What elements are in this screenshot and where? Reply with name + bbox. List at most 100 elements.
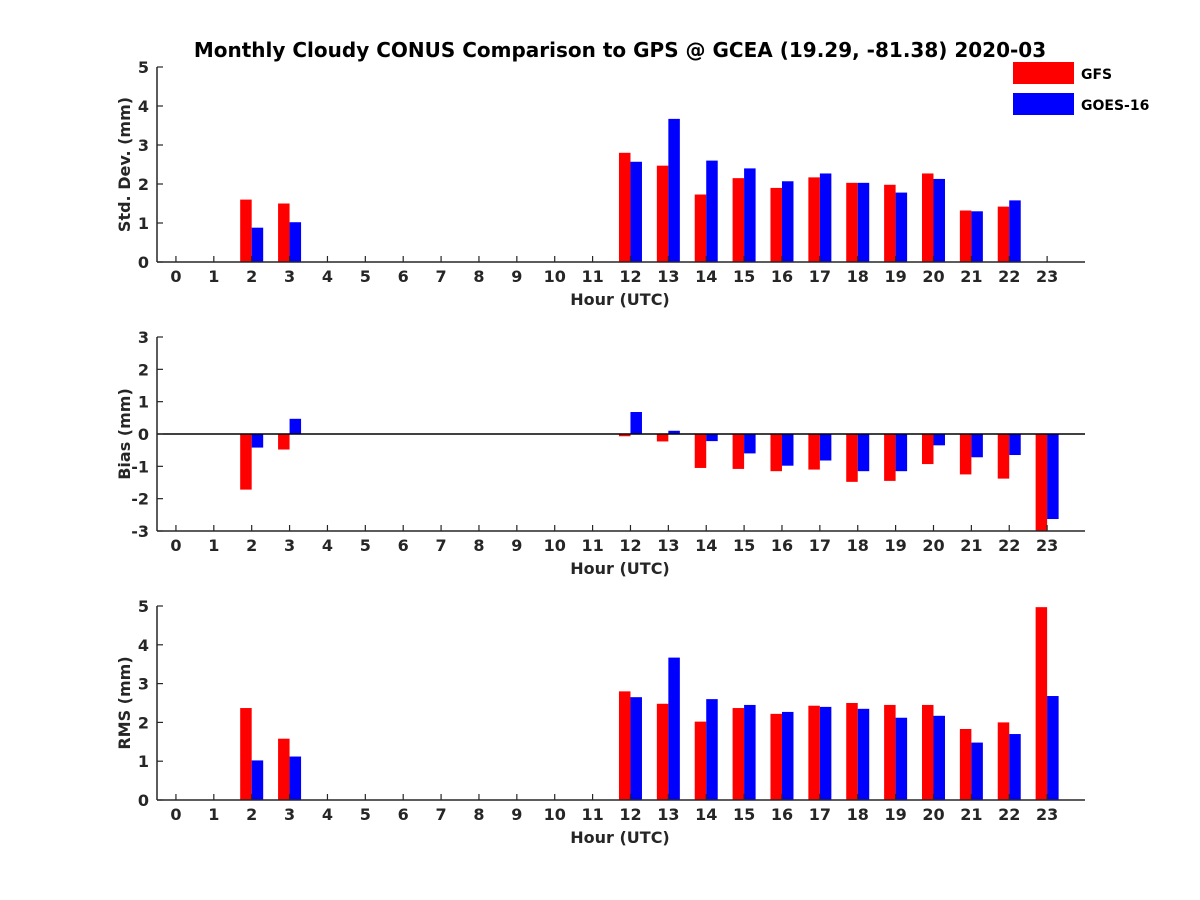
bar-gfs-17 (808, 434, 820, 470)
bar-gfs-3 (278, 738, 290, 800)
x-tick-label: 23 (1036, 267, 1058, 286)
x-tick-label: 8 (473, 267, 484, 286)
bar-gfs-15 (732, 178, 745, 262)
x-tick-label: 17 (809, 536, 831, 555)
legend-swatch-gfs (1013, 62, 1074, 84)
x-tick-label: 1 (208, 267, 219, 286)
x-tick-label: 23 (1036, 536, 1058, 555)
x-tick-label: 7 (436, 805, 447, 824)
x-tick-label: 20 (922, 536, 944, 555)
bar-goes-16-21 (971, 211, 983, 262)
y-tick-label: 4 (138, 636, 149, 655)
x-axis-label: Hour (UTC) (570, 290, 670, 309)
y-axis-label: Bias (mm) (115, 388, 134, 480)
bar-goes-16-3 (289, 418, 302, 434)
x-tick-label: 2 (246, 267, 257, 286)
x-tick-label: 21 (960, 267, 982, 286)
bar-gfs-20 (921, 434, 934, 465)
x-tick-label: 14 (695, 267, 717, 286)
bar-goes-16-23 (1047, 434, 1059, 520)
x-tick-label: 7 (436, 536, 447, 555)
bar-gfs-16 (770, 434, 782, 472)
bar-gfs-20 (921, 173, 934, 262)
y-tick-label: 0 (138, 253, 149, 272)
bar-gfs-3 (278, 434, 290, 450)
x-tick-label: 12 (619, 267, 641, 286)
bar-gfs-21 (959, 434, 972, 475)
x-tick-label: 5 (360, 536, 371, 555)
y-tick-label: 0 (138, 425, 149, 444)
x-tick-label: 8 (473, 536, 484, 555)
legend-label-goes-16: GOES-16 (1081, 98, 1149, 114)
bar-goes-16-21 (971, 742, 983, 800)
bar-gfs-17 (808, 177, 820, 262)
bar-gfs-16 (770, 713, 782, 800)
bar-goes-16-3 (289, 756, 302, 800)
x-tick-label: 10 (544, 536, 566, 555)
x-axis-label: Hour (UTC) (570, 828, 670, 847)
bar-goes-16-14 (706, 434, 718, 442)
bar-gfs-14 (694, 721, 707, 800)
x-tick-label: 11 (581, 536, 603, 555)
y-tick-label: -3 (131, 522, 149, 541)
bar-gfs-16 (770, 187, 782, 262)
bar-goes-16-15 (744, 704, 756, 800)
x-tick-label: 21 (960, 805, 982, 824)
y-tick-label: 5 (138, 58, 149, 77)
x-tick-label: 19 (884, 805, 906, 824)
bar-gfs-12 (618, 152, 631, 262)
y-tick-label: -2 (131, 490, 149, 509)
x-tick-label: 22 (998, 805, 1020, 824)
bar-gfs-22 (997, 206, 1010, 262)
bar-goes-16-12 (630, 697, 642, 800)
x-tick-label: 10 (544, 267, 566, 286)
bar-gfs-22 (997, 434, 1010, 479)
x-tick-label: 13 (657, 267, 679, 286)
bar-goes-16-18 (857, 708, 870, 800)
x-tick-label: 9 (511, 536, 522, 555)
bar-goes-16-13 (668, 430, 680, 434)
x-tick-label: 11 (581, 267, 603, 286)
bar-goes-16-20 (933, 715, 945, 800)
x-tick-label: 13 (657, 536, 679, 555)
x-tick-label: 6 (398, 267, 409, 286)
x-tick-label: 3 (284, 536, 295, 555)
bar-goes-16-3 (289, 222, 302, 262)
x-tick-label: 5 (360, 805, 371, 824)
bar-goes-16-17 (819, 706, 832, 800)
x-tick-label: 14 (695, 536, 717, 555)
x-tick-label: 18 (847, 267, 869, 286)
x-tick-label: 17 (809, 805, 831, 824)
y-tick-label: 1 (138, 752, 149, 771)
bar-goes-16-19 (895, 434, 908, 472)
legend: GFS GOES-16 (1013, 62, 1149, 115)
x-tick-label: 22 (998, 536, 1020, 555)
bar-gfs-23 (1035, 607, 1048, 800)
bar-goes-16-17 (819, 173, 832, 262)
bar-gfs-14 (694, 434, 707, 468)
x-tick-label: 21 (960, 536, 982, 555)
bar-gfs-3 (278, 203, 290, 262)
y-tick-label: 3 (138, 675, 149, 694)
x-tick-label: 16 (771, 805, 793, 824)
bar-gfs-2 (240, 708, 252, 800)
bar-gfs-21 (959, 210, 972, 262)
bar-gfs-2 (240, 199, 252, 262)
x-tick-label: 11 (581, 805, 603, 824)
y-tick-label: 3 (138, 328, 149, 347)
bar-gfs-21 (959, 729, 972, 800)
x-tick-label: 3 (284, 267, 295, 286)
bar-gfs-19 (884, 184, 896, 262)
bar-goes-16-13 (668, 118, 680, 263)
x-tick-label: 22 (998, 267, 1020, 286)
y-tick-label: 2 (138, 175, 149, 194)
x-tick-label: 15 (733, 805, 755, 824)
x-tick-label: 19 (884, 536, 906, 555)
bar-goes-16-21 (971, 434, 983, 458)
bar-gfs-13 (656, 703, 669, 800)
x-tick-label: 12 (619, 536, 641, 555)
chart-title: Monthly Cloudy CONUS Comparison to GPS @… (194, 38, 1046, 62)
x-tick-label: 5 (360, 267, 371, 286)
bar-goes-16-16 (781, 434, 794, 466)
